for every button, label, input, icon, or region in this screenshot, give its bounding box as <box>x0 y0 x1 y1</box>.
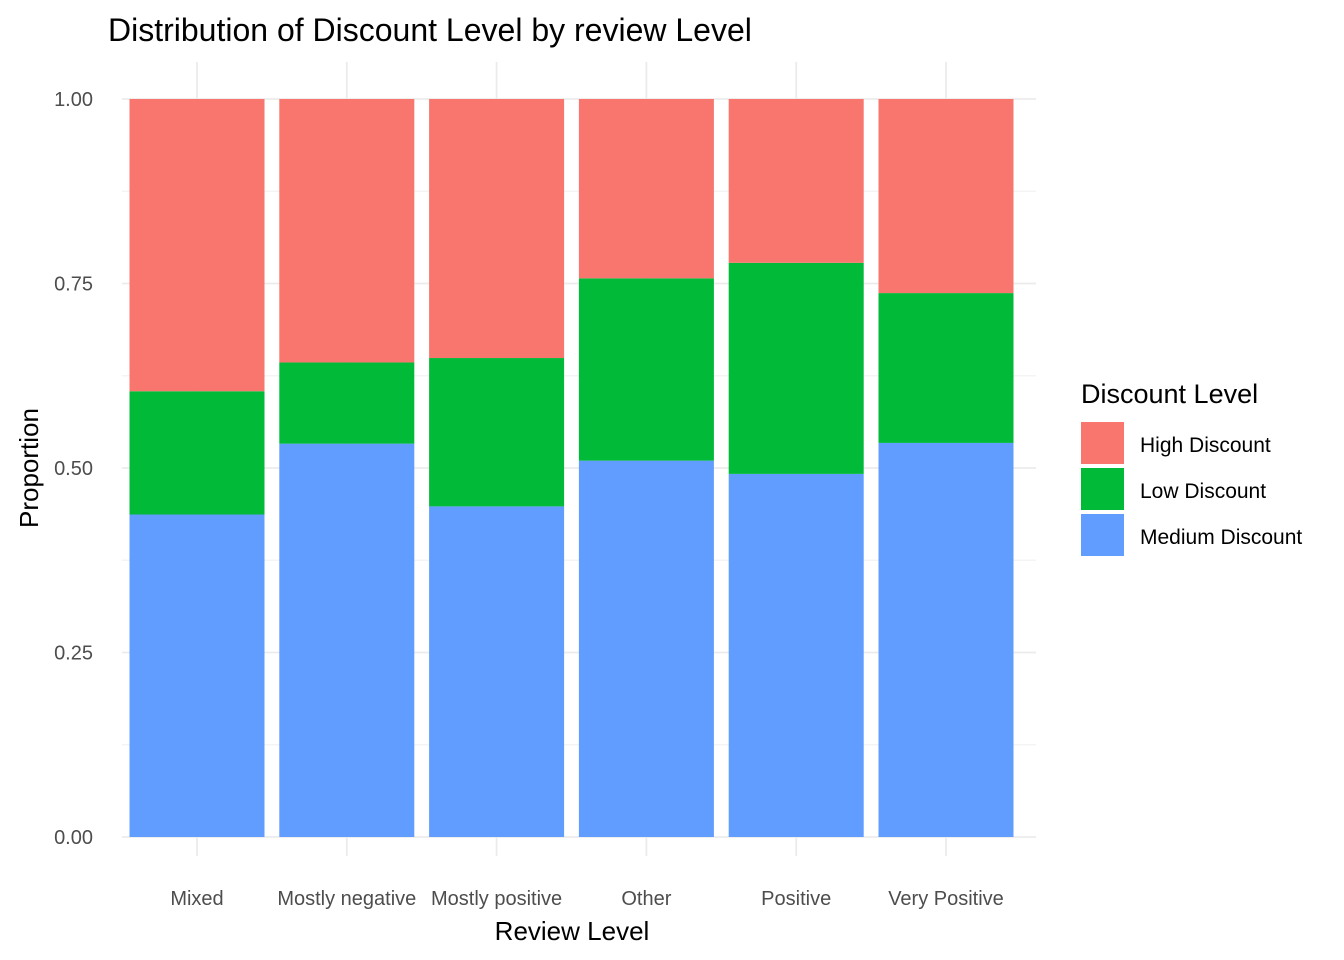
y-axis-ticks: 0.00 0.25 0.50 0.75 1.00 <box>54 89 93 849</box>
y-tick-label: 0.00 <box>54 827 93 849</box>
bar-medium-discount-mixed <box>129 514 265 837</box>
legend: Discount Level High Discount Low Discount… <box>1081 379 1302 556</box>
bars <box>129 99 1014 837</box>
x-tick-label: Mostly positive <box>431 888 562 910</box>
y-tick-label: 0.25 <box>54 643 93 665</box>
y-tick-label: 1.00 <box>54 89 93 111</box>
bar-high-discount-very-positive <box>878 99 1014 294</box>
legend-swatch <box>1081 514 1124 556</box>
chart-title: Distribution of Discount Level by review… <box>108 12 752 48</box>
bar-low-discount-mostly-negative <box>279 362 415 444</box>
bar-low-discount-positive <box>728 262 864 474</box>
x-tick-label: Mixed <box>170 888 223 910</box>
y-axis-title: Proportion <box>14 408 44 528</box>
x-tick-label: Positive <box>761 888 831 910</box>
bar-high-discount-positive <box>728 99 864 263</box>
legend-swatch <box>1081 468 1124 510</box>
bar-medium-discount-mostly-positive <box>429 506 565 837</box>
bar-high-discount-mixed <box>129 99 265 392</box>
bar-medium-discount-mostly-negative <box>279 443 415 837</box>
bar-medium-discount-very-positive <box>878 442 1014 837</box>
x-tick-label: Other <box>621 888 671 910</box>
bar-low-discount-other <box>578 278 714 461</box>
legend-label: Low Discount <box>1140 480 1266 503</box>
bar-medium-discount-positive <box>728 473 864 837</box>
bar-high-discount-mostly-positive <box>429 99 565 359</box>
bar-high-discount-other <box>578 99 714 279</box>
x-axis-ticks: Mixed Mostly negative Mostly positive Other… <box>170 888 1003 910</box>
bar-low-discount-mixed <box>129 391 265 515</box>
bar-high-discount-mostly-negative <box>279 99 415 363</box>
bar-low-discount-mostly-positive <box>429 358 565 507</box>
legend-swatch <box>1081 422 1124 464</box>
bar-low-discount-very-positive <box>878 293 1014 443</box>
x-tick-label: Mostly negative <box>277 888 416 910</box>
legend-label: High Discount <box>1140 434 1271 457</box>
legend-label: Medium Discount <box>1140 526 1302 549</box>
bar-medium-discount-other <box>578 460 714 837</box>
x-axis-title: Review Level <box>495 916 650 946</box>
y-tick-label: 0.75 <box>54 274 93 296</box>
legend-title: Discount Level <box>1081 379 1258 409</box>
x-tick-label: Very Positive <box>888 888 1004 910</box>
y-tick-label: 0.50 <box>54 458 93 480</box>
